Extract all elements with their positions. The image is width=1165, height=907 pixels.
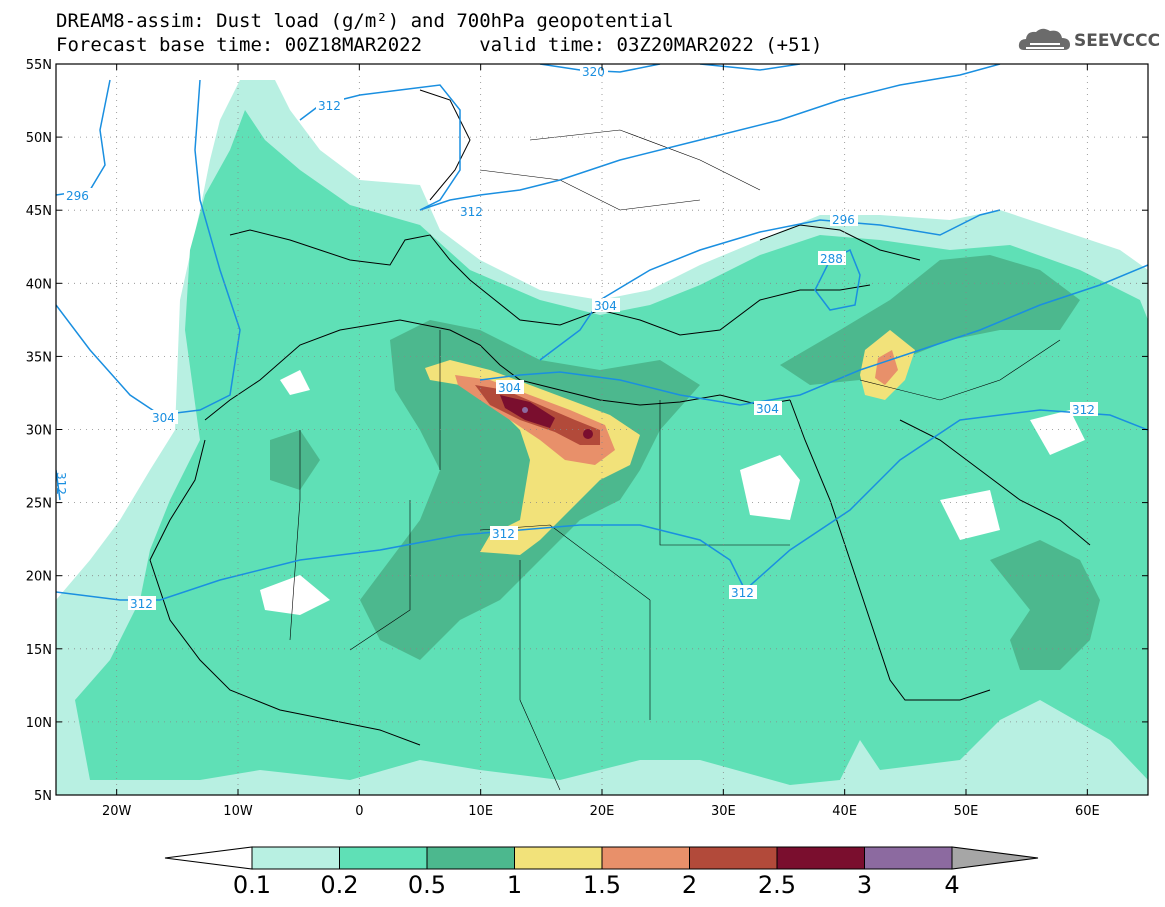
contour-label: 288 <box>820 252 843 266</box>
colorbar-over-arrow <box>951 846 1039 870</box>
lon-tick-label: 20W <box>102 804 132 819</box>
colorbar-label: 4 <box>944 871 959 899</box>
borders <box>289 129 1061 791</box>
colorbar-segment <box>689 846 778 870</box>
contour-label: 312 <box>130 597 153 611</box>
dust-level-0.5 <box>990 540 1100 670</box>
cloud-logo-icon <box>1018 28 1070 50</box>
lat-tick-label: 40N <box>26 277 52 292</box>
lat-tick-label: 45N <box>26 204 52 219</box>
colorbar-label: 0.5 <box>408 871 446 899</box>
lon-tick-label: 0 <box>355 804 363 819</box>
map-title: DREAM8-assim: Dust load (g/m²) and 700hP… <box>56 10 674 32</box>
contour-label: 296 <box>832 213 855 227</box>
colorbar-label: 2 <box>682 871 697 899</box>
contour-label: 304 <box>756 402 779 416</box>
lon-tick-label: 30E <box>711 804 736 819</box>
contour-label: 304 <box>594 299 617 313</box>
dust-level-0.5 <box>780 255 1080 385</box>
colorbar-label: 0.2 <box>320 871 358 899</box>
contour-label: 304 <box>152 411 175 425</box>
contour-label: 312 <box>492 527 515 541</box>
coastlines <box>149 89 1091 746</box>
colorbar-under-arrow <box>164 846 253 870</box>
colorbar-segment <box>864 846 953 870</box>
colorbar-label: 1.5 <box>583 871 621 899</box>
gridlines <box>56 64 1148 795</box>
colorbar-label: 1 <box>507 871 522 899</box>
colorbar-segment <box>251 846 340 870</box>
colorbar-segment <box>339 846 428 870</box>
lat-tick-label: 15N <box>26 643 52 658</box>
lat-tick-label: 25N <box>26 497 52 512</box>
lon-tick-label: 10E <box>468 804 493 819</box>
lat-tick-label: 35N <box>26 350 52 365</box>
lon-tick-label: 50E <box>954 804 979 819</box>
contour-label: 312 <box>318 99 341 113</box>
dust-level-0.5 <box>270 430 320 490</box>
colorbar-segment <box>514 846 603 870</box>
lat-tick-label: 30N <box>26 424 52 439</box>
contour-label: 320 <box>582 65 605 79</box>
lon-tick-label: 20E <box>590 804 615 819</box>
clear-patch <box>740 455 800 520</box>
lon-tick-label: 10W <box>223 804 253 819</box>
clear-patch <box>940 490 1000 540</box>
colorbar-segment <box>426 846 515 870</box>
lon-axis: 20W 10W 0 10E 20E 30E 40E 50E 60E <box>102 804 1100 819</box>
colorbar: 0.1 0.2 0.5 1 1.5 2 2.5 3 4 <box>164 846 1039 899</box>
axis-ticks <box>56 63 1148 796</box>
clear-patch <box>260 575 330 615</box>
lon-tick-label: 60E <box>1075 804 1100 819</box>
contour-label: 312 <box>460 205 483 219</box>
clear-patch <box>1030 410 1085 455</box>
colorbar-label: 3 <box>857 871 872 899</box>
dust-level-3 <box>522 407 528 413</box>
lat-tick-label: 5N <box>34 789 52 804</box>
lon-tick-label: 40E <box>832 804 857 819</box>
dust-level-2.5-spot <box>583 429 593 439</box>
lat-tick-label: 10N <box>26 716 52 731</box>
lat-tick-label: 55N <box>26 58 52 73</box>
lat-tick-label: 50N <box>26 131 52 146</box>
logo-text: SEEVCCC <box>1074 31 1161 51</box>
contour-label: 296 <box>66 189 89 203</box>
lat-tick-label: 20N <box>26 570 52 585</box>
contour-label: 304 <box>498 381 521 395</box>
contour-label: 312 <box>54 472 68 495</box>
dust-level-1 <box>425 360 640 555</box>
clear-patch <box>280 370 310 395</box>
colorbar-segment <box>601 846 690 870</box>
forecast-times: Forecast base time: 00Z18MAR2022 valid t… <box>56 34 823 56</box>
contour-label: 312 <box>731 586 754 600</box>
dust-field: 320 312 296 312 296 288 304 304 304 304 … <box>54 64 1148 795</box>
contour-labels: 320 312 296 312 296 288 304 304 304 304 … <box>54 64 1098 611</box>
colorbar-segment <box>776 846 865 870</box>
contour-label: 312 <box>1072 403 1095 417</box>
lat-axis: 55N 50N 45N 40N 35N 30N 25N 20N 15N 10N 5N <box>26 58 52 804</box>
colorbar-label: 2.5 <box>758 871 796 899</box>
colorbar-label: 0.1 <box>233 871 271 899</box>
